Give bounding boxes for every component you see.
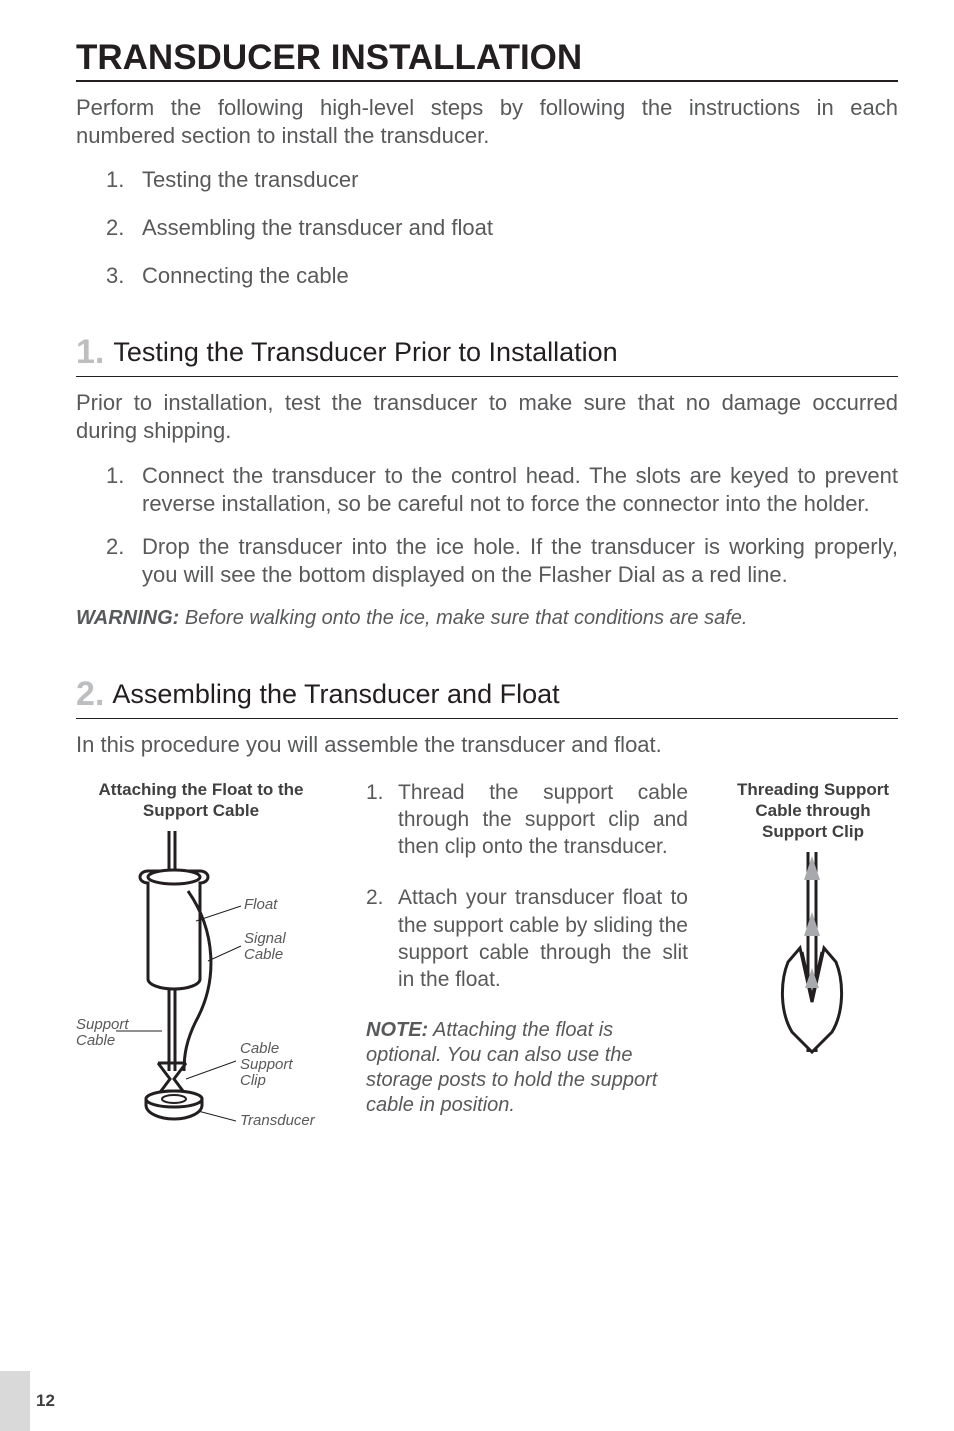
section-number: 1.	[76, 333, 104, 371]
label-clip-1: Cable	[240, 1040, 279, 1057]
warning-text: Before walking onto the ice, make sure t…	[179, 607, 747, 629]
list-item: 1.Testing the transducer	[106, 167, 898, 193]
section-1-title: 1. Testing the Transducer Prior to Insta…	[76, 333, 898, 377]
list-text: Attach your transducer float to the supp…	[398, 884, 688, 993]
list-number: 1.	[366, 779, 398, 861]
figure-mid-text: 1.Thread the support cable through the s…	[366, 779, 688, 1132]
arrow-up-icon	[804, 912, 820, 936]
list-text: Connect the transducer to the control he…	[142, 462, 898, 517]
list-text: Thread the support cable through the sup…	[398, 779, 688, 861]
section-1-list: 1.Connect the transducer to the control …	[76, 462, 898, 588]
figure-left-title: Attaching the Float to the Support Cable	[76, 779, 326, 822]
label-signal: Signal	[244, 930, 286, 947]
section-2-title: 2. Assembling the Transducer and Float	[76, 675, 898, 719]
section-2-intro: In this procedure you will assemble the …	[76, 731, 898, 759]
section-number: 2.	[76, 675, 104, 713]
label-support: Support	[76, 1016, 129, 1033]
list-text: Connecting the cable	[142, 263, 349, 289]
label-transducer: Transducer	[240, 1112, 316, 1129]
warning-label: WARNING:	[76, 607, 179, 629]
list-number: 2.	[366, 884, 398, 993]
figure-row: Attaching the Float to the Support Cable	[76, 779, 898, 1132]
section-2-list: 1.Thread the support cable through the s…	[366, 779, 688, 994]
figure-right: Threading Support Cable through Support …	[728, 779, 898, 1132]
list-number: 1.	[106, 167, 142, 193]
float-diagram: Float Signal Cable Support Cable Cable S…	[76, 831, 326, 1131]
section-1-intro: Prior to installation, test the transduc…	[76, 389, 898, 444]
note-label: NOTE:	[366, 1019, 428, 1041]
list-item: 3.Connecting the cable	[106, 263, 898, 289]
list-number: 3.	[106, 263, 142, 289]
label-support-2: Cable	[76, 1032, 115, 1049]
figure-left: Attaching the Float to the Support Cable	[76, 779, 326, 1132]
intro-text: Perform the following high-level steps b…	[76, 94, 898, 149]
note: NOTE: Attaching the float is optional. Y…	[366, 1018, 688, 1118]
list-item: 1.Thread the support cable through the s…	[366, 779, 688, 861]
page-tab	[0, 1371, 30, 1431]
warning-note: WARNING: Before walking onto the ice, ma…	[76, 606, 898, 631]
list-text: Assembling the transducer and float	[142, 215, 493, 241]
list-item: 2.Attach your transducer float to the su…	[366, 884, 688, 993]
clip-diagram	[758, 852, 868, 1072]
list-number: 1.	[106, 462, 142, 517]
label-clip-3: Clip	[240, 1072, 266, 1089]
list-text: Testing the transducer	[142, 167, 358, 193]
label-clip-2: Support	[240, 1056, 293, 1073]
list-item: 2.Assembling the transducer and float	[106, 215, 898, 241]
arrow-up-icon	[804, 856, 820, 880]
list-text: Drop the transducer into the ice hole. I…	[142, 533, 898, 588]
list-item: 1.Connect the transducer to the control …	[106, 462, 898, 517]
page-title: TRANSDUCER INSTALLATION	[76, 38, 898, 82]
label-signal-2: Cable	[244, 946, 283, 963]
section-heading: Assembling the Transducer and Float	[112, 679, 559, 709]
section-heading: Testing the Transducer Prior to Installa…	[113, 337, 617, 367]
figure-right-title: Threading Support Cable through Support …	[728, 779, 898, 843]
page-number: 12	[36, 1391, 55, 1411]
label-float: Float	[244, 896, 278, 913]
overview-list: 1.Testing the transducer 2.Assembling th…	[76, 167, 898, 289]
list-number: 2.	[106, 215, 142, 241]
list-item: 2.Drop the transducer into the ice hole.…	[106, 533, 898, 588]
list-number: 2.	[106, 533, 142, 588]
